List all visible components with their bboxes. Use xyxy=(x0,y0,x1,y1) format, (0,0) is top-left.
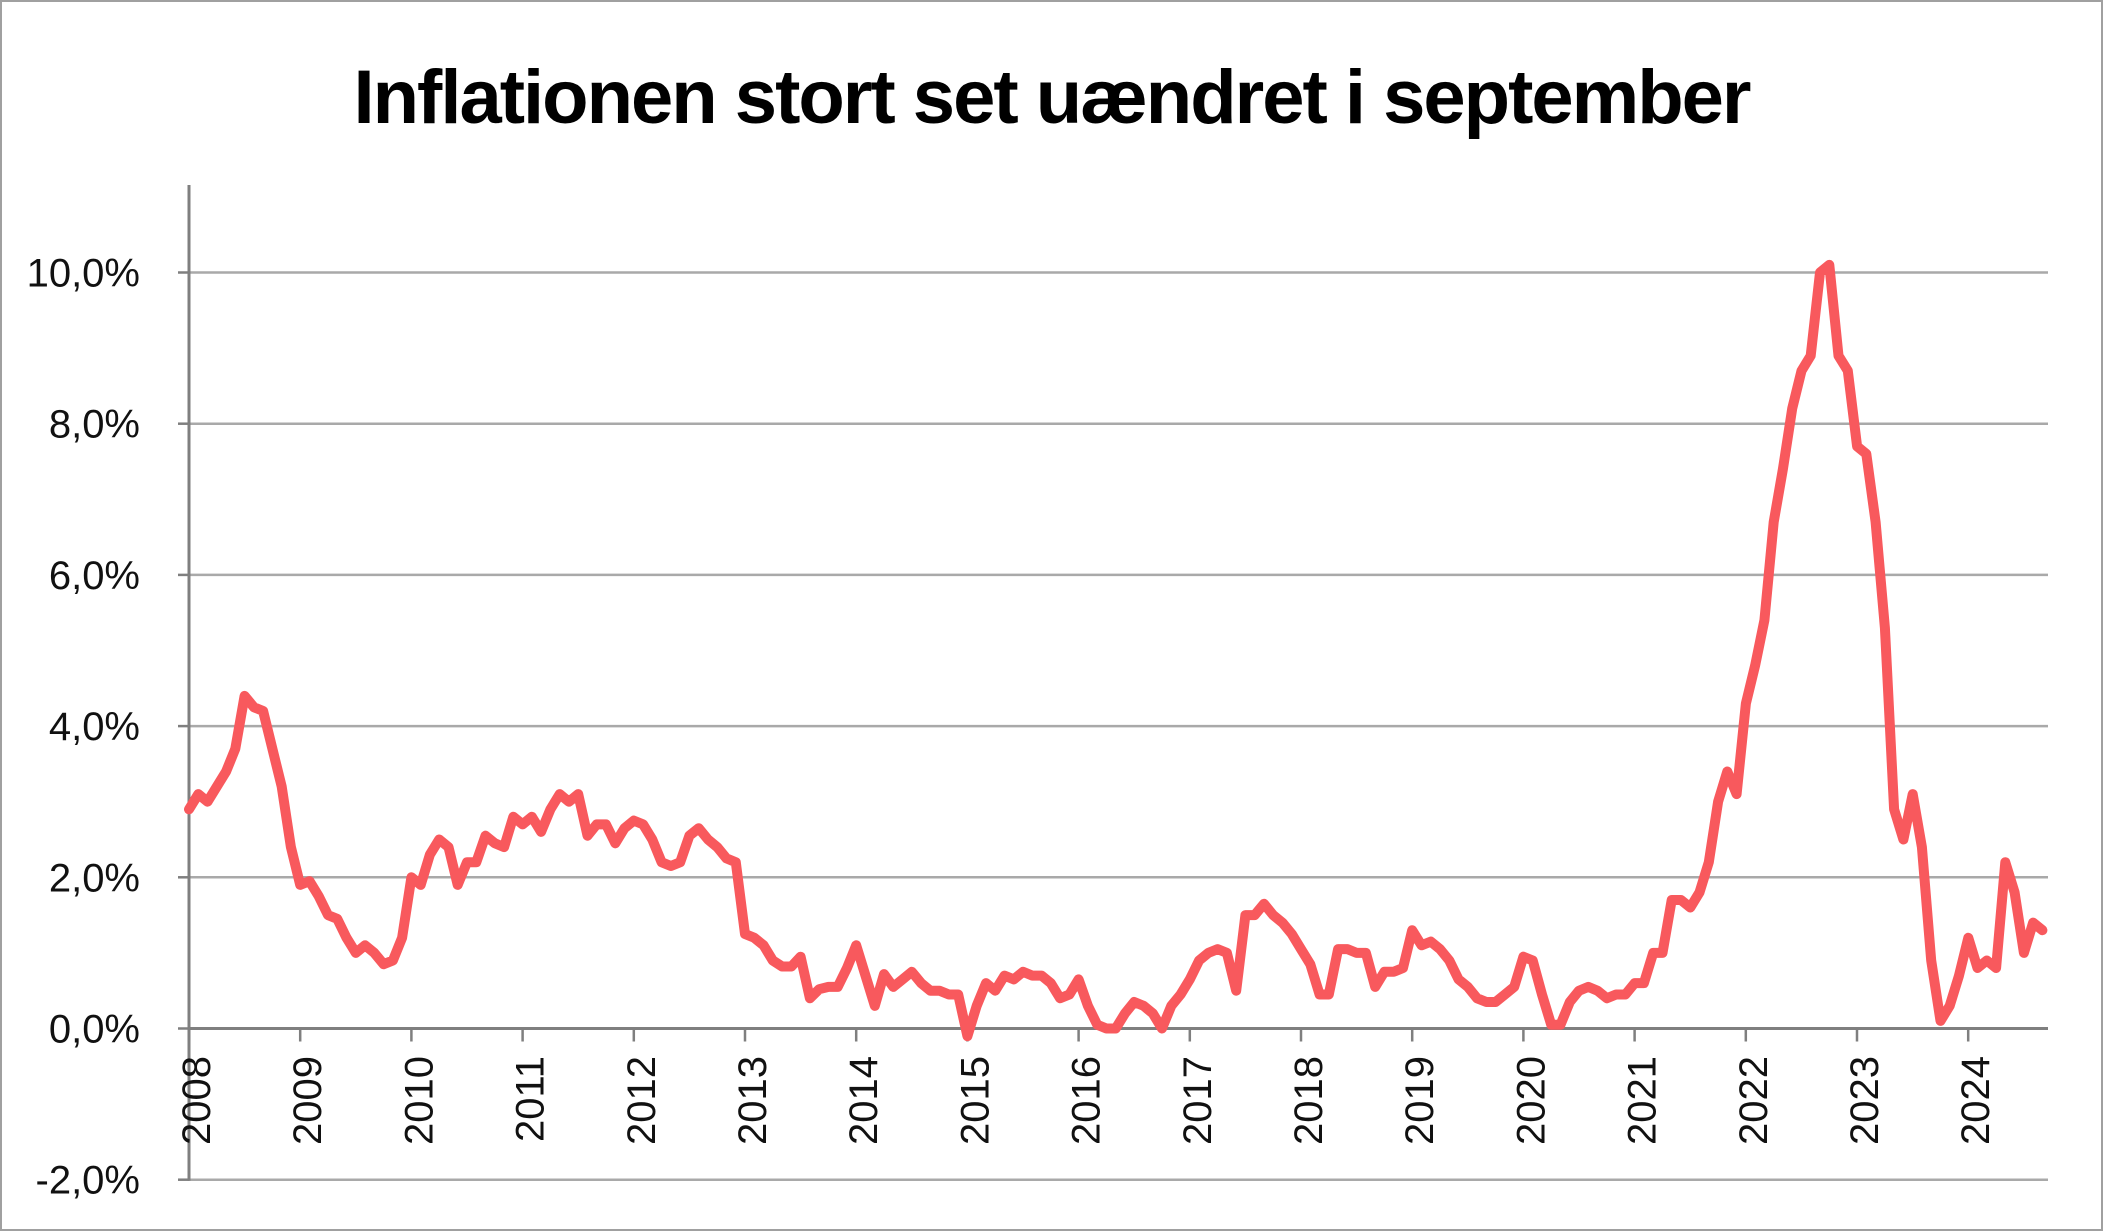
chart-title: Inflationen stort set uændret i septembe… xyxy=(353,55,1752,140)
x-axis-label: 2019 xyxy=(1398,1056,1442,1145)
x-axis-label: 2023 xyxy=(1843,1056,1887,1145)
y-axis-label: 0,0% xyxy=(49,1008,140,1052)
x-axis-label: 2020 xyxy=(1509,1056,1553,1145)
x-axis-label: 2024 xyxy=(1954,1056,1998,1145)
y-axis-label: 2,0% xyxy=(49,856,140,900)
x-axis-label: 2008 xyxy=(175,1056,219,1145)
x-axis-label: 2017 xyxy=(1176,1056,1220,1145)
y-axis-label: 4,0% xyxy=(49,705,140,749)
x-axis-label: 2021 xyxy=(1621,1056,1665,1145)
x-axis-label: 2011 xyxy=(509,1056,553,1142)
x-axis-label: 2012 xyxy=(620,1056,664,1145)
y-axis-label: 8,0% xyxy=(49,403,140,447)
x-axis-label: 2022 xyxy=(1732,1056,1776,1145)
y-axis-label: 6,0% xyxy=(49,554,140,598)
y-axis-label: -2,0% xyxy=(36,1159,141,1203)
x-axis-label: 2014 xyxy=(842,1056,886,1145)
x-axis-label: 2016 xyxy=(1065,1056,1109,1145)
x-axis-label: 2013 xyxy=(731,1056,775,1145)
x-axis-label: 2015 xyxy=(953,1056,997,1145)
y-axis-label: 10,0% xyxy=(27,252,140,296)
x-axis-label: 2018 xyxy=(1287,1056,1331,1145)
inflation-series-line xyxy=(184,259,2048,1042)
x-axis-label: 2010 xyxy=(397,1056,441,1145)
x-axis-label: 2009 xyxy=(286,1056,330,1145)
